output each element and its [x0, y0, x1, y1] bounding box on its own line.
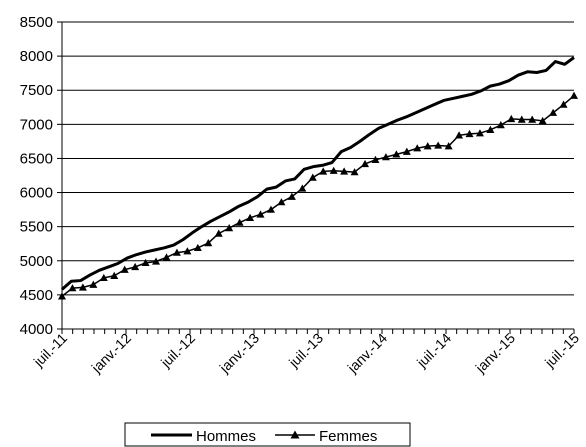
data-point-femmes [340, 167, 349, 175]
x-tick-label: janv.-15 [472, 330, 519, 377]
y-tick-label: 7000 [20, 116, 53, 133]
data-point-femmes [507, 114, 516, 123]
legend-label-femmes: Femmes [319, 428, 377, 445]
data-point-femmes [350, 168, 359, 176]
legend-box [124, 422, 411, 447]
data-point-femmes [266, 205, 275, 213]
y-tick-label: 8000 [20, 48, 53, 65]
series-femmes [58, 91, 578, 300]
data-point-femmes [434, 141, 443, 149]
y-tick-label: 6000 [20, 185, 53, 202]
data-point-femmes [475, 129, 484, 137]
data-point-femmes [538, 116, 547, 125]
x-tick-label: juil.-12 [157, 330, 198, 371]
data-point-femmes [193, 243, 202, 252]
series-line-femmes [61, 95, 575, 297]
data-point-femmes [152, 257, 161, 265]
data-point-femmes [58, 292, 66, 300]
y-tick-label: 7500 [20, 82, 53, 99]
data-point-femmes [392, 150, 401, 158]
y-tick-label: 5500 [20, 219, 53, 236]
data-point-femmes [371, 155, 380, 164]
data-point-femmes [68, 284, 77, 292]
data-point-femmes [183, 247, 192, 255]
data-point-femmes [423, 142, 432, 150]
y-tick-label: 8500 [20, 14, 53, 31]
data-point-femmes [455, 131, 464, 139]
data-point-femmes [214, 229, 223, 237]
data-point-femmes [517, 115, 526, 123]
x-tick-label: juil.-14 [413, 330, 454, 371]
data-point-femmes [381, 153, 390, 161]
y-tick-label: 6500 [20, 150, 53, 167]
data-point-femmes [496, 121, 505, 129]
series-line-hommes [61, 56, 575, 291]
data-point-femmes [99, 273, 108, 282]
data-point-femmes [89, 280, 98, 288]
y-axis-tick-labels: 4000 4500 5000 5500 6000 6500 7000 7500 8000 8500 [20, 14, 53, 338]
series-lines [58, 56, 578, 300]
x-tick-label: juil.-13 [285, 330, 326, 371]
data-point-femmes [570, 91, 578, 99]
data-point-femmes [120, 265, 129, 273]
data-point-femmes [110, 271, 119, 279]
data-point-femmes [78, 283, 87, 291]
data-point-femmes [549, 108, 558, 116]
data-point-femmes [329, 166, 338, 174]
data-point-femmes [298, 184, 307, 192]
legend: Hommes Femmes [124, 422, 411, 447]
x-tick-label: janv.-14 [344, 330, 391, 377]
data-point-femmes [141, 258, 150, 267]
data-point-femmes [308, 173, 317, 181]
data-point-femmes [246, 213, 255, 221]
x-axis-tick-labels: juil.-11 janv.-12 juil.-12 janv.-13 juil.-13… [30, 330, 583, 377]
data-point-femmes [235, 218, 244, 226]
x-tick-label: janv.-13 [216, 330, 263, 377]
series-hommes [61, 56, 575, 291]
y-tick-label: 5000 [20, 253, 53, 270]
data-point-femmes [225, 224, 234, 232]
y-tick-label: 4500 [20, 287, 53, 304]
x-tick-label: juil.-15 [541, 330, 582, 371]
data-point-femmes [465, 129, 474, 138]
legend-marker-femmes [290, 430, 300, 439]
legend-label-hommes: Hommes [196, 428, 256, 445]
data-point-femmes [131, 262, 140, 271]
x-tick-label: janv.-12 [88, 330, 135, 377]
data-point-femmes [277, 198, 286, 206]
data-point-femmes [413, 144, 422, 152]
data-point-femmes [287, 192, 296, 200]
data-point-femmes [444, 142, 453, 150]
data-point-femmes [486, 125, 495, 133]
data-point-femmes [162, 253, 171, 261]
data-point-femmes [204, 239, 213, 247]
data-point-femmes [559, 100, 568, 108]
data-point-femmes [361, 159, 370, 168]
data-point-femmes [319, 167, 328, 175]
data-point-femmes [172, 248, 181, 256]
gridlines [62, 21, 574, 296]
axes [57, 21, 575, 334]
data-point-femmes [256, 210, 265, 218]
data-point-femmes [402, 147, 411, 155]
data-point-femmes [528, 115, 537, 123]
y-tick-label: 4000 [20, 321, 53, 338]
